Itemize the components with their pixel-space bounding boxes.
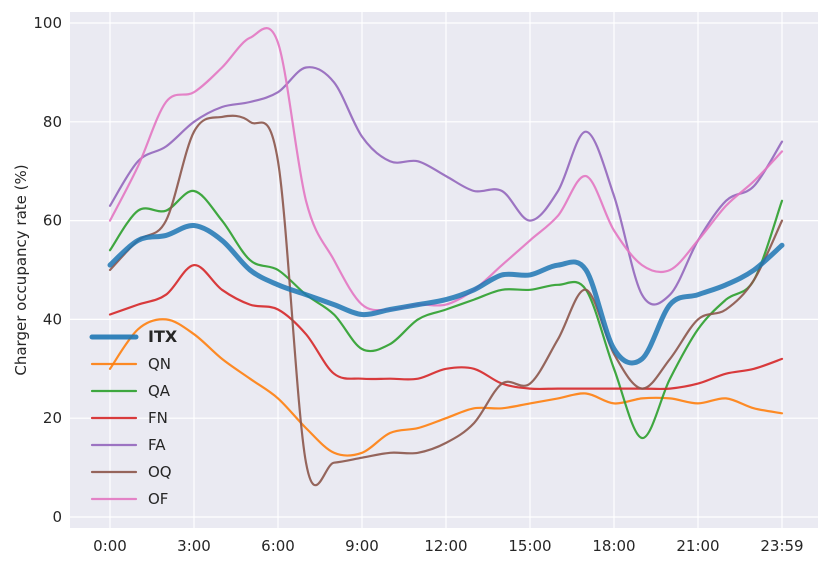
x-tick-label: 9:00 (345, 537, 379, 555)
grid-lines (70, 12, 818, 528)
y-tick-label: 20 (43, 409, 62, 427)
x-tick-label: 18:00 (592, 537, 635, 555)
series-lines (107, 27, 785, 487)
legend-label-qn: QN (148, 355, 171, 373)
legend-label-itx: ITX (148, 327, 178, 346)
legend-label-of: OF (148, 490, 168, 508)
y-axis-ticks: 0 20 40 60 80 100 (33, 14, 62, 526)
x-tick-label: 0:00 (93, 537, 127, 555)
legend: ITX QN QA FN FA OQ OF (89, 327, 178, 508)
legend-label-oq: OQ (148, 463, 172, 481)
series-line-itx (107, 222, 785, 366)
x-tick-label: 15:00 (508, 537, 551, 555)
series-line-fa (108, 66, 784, 306)
plot-background (70, 12, 818, 528)
y-tick-label: 40 (43, 310, 62, 328)
x-axis-ticks: 0:00 3:00 6:00 9:00 12:00 15:00 18:00 21:00 23:5… (93, 537, 803, 555)
x-tick-label: 3:00 (177, 537, 211, 555)
x-tick-label: 12:00 (424, 537, 467, 555)
y-tick-label: 60 (43, 212, 62, 230)
x-tick-label: 6:00 (261, 537, 295, 555)
y-tick-label: 100 (33, 14, 62, 32)
legend-label-qa: QA (148, 382, 171, 400)
series-line-qn (108, 318, 784, 457)
series-line-oq (108, 114, 784, 487)
y-tick-label: 0 (52, 508, 62, 526)
series-line-of (108, 27, 784, 312)
legend-label-fn: FN (148, 409, 168, 427)
x-tick-label: 23:59 (760, 537, 803, 555)
y-tick-label: 80 (43, 113, 62, 131)
y-axis-label: Charger occupancy rate (%) (12, 164, 30, 375)
x-tick-label: 21:00 (676, 537, 719, 555)
series-line-fn (108, 264, 784, 391)
legend-label-fa: FA (148, 436, 166, 454)
series-line-qa (108, 189, 784, 440)
